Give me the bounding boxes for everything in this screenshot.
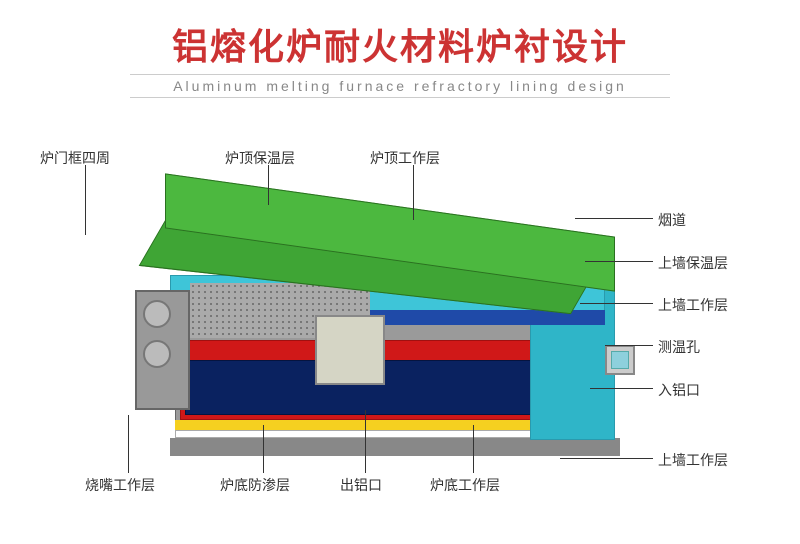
label-upper-wall-insulation: 上墙保温层 (658, 253, 728, 273)
side-port-inner (611, 351, 629, 369)
label-burner-working: 烧嘴工作层 (85, 475, 155, 495)
label-door-frame: 炉门框四周 (40, 148, 110, 168)
center-opening (315, 315, 385, 385)
leader-temp-hole (605, 345, 653, 346)
leader-upper-wall-working (580, 303, 653, 304)
darkblue-layer (185, 360, 585, 415)
leader-upper-wall-working-2 (560, 458, 653, 459)
door-circle-1 (143, 300, 171, 328)
label-aluminum-outlet: 出铝口 (340, 475, 382, 495)
furnace-diagram (50, 155, 750, 525)
leader-door-frame (85, 165, 86, 235)
leader-bottom-working (473, 425, 474, 473)
label-temp-hole: 测温孔 (658, 337, 700, 357)
label-upper-wall-working-2: 上墙工作层 (658, 450, 728, 470)
door-circle-2 (143, 340, 171, 368)
label-bottom-working: 炉底工作层 (430, 475, 500, 495)
leader-flue (575, 218, 653, 219)
leader-bottom-anti-seepage (263, 425, 264, 473)
label-upper-wall-working: 上墙工作层 (658, 295, 728, 315)
leader-aluminum-inlet (590, 388, 653, 389)
label-aluminum-inlet: 入铝口 (658, 380, 700, 400)
leader-roof-working (413, 165, 414, 220)
label-flue: 烟道 (658, 210, 686, 230)
leader-roof-insulation (268, 165, 269, 205)
label-bottom-anti-seepage: 炉底防渗层 (220, 475, 290, 495)
leader-upper-wall-insulation (585, 261, 653, 262)
leader-aluminum-outlet (365, 410, 366, 473)
leader-burner-working (128, 415, 129, 473)
title-english: Aluminum melting furnace refractory lini… (130, 74, 670, 98)
label-roof-insulation: 炉顶保温层 (225, 148, 295, 168)
label-roof-working: 炉顶工作层 (370, 148, 440, 168)
title-chinese: 铝熔化炉耐火材料炉衬设计 (0, 18, 800, 70)
base-layer (170, 438, 620, 456)
